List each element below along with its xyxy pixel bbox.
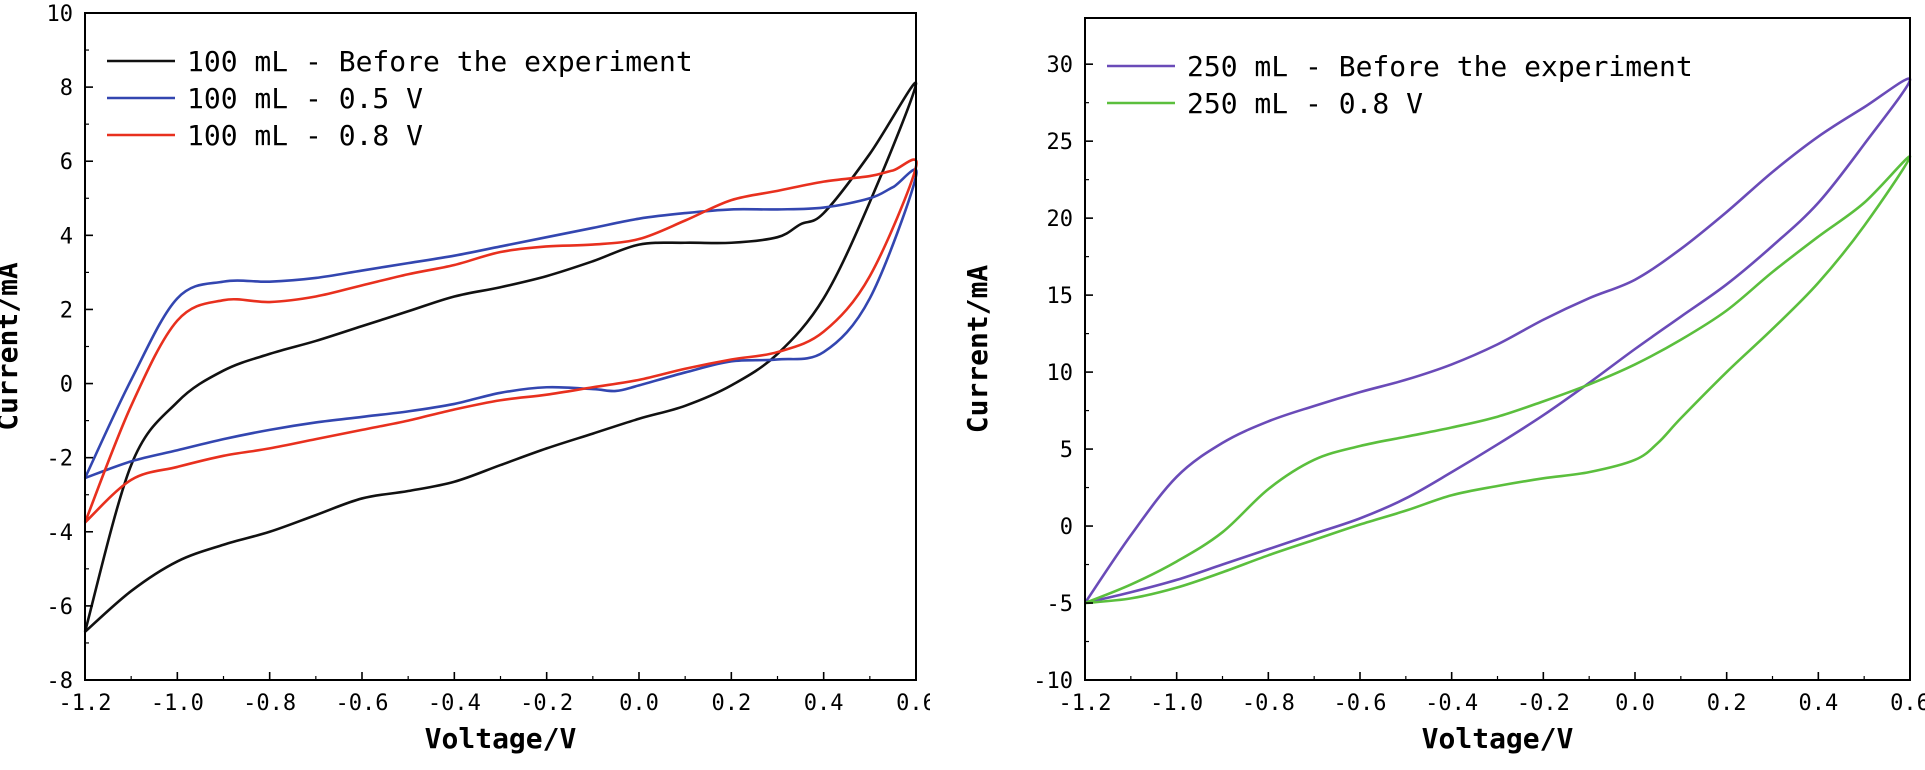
y-tick-label: 2 [60,298,73,323]
x-axis-label: Voltage/V [425,722,577,755]
y-tick-label: 5 [1060,438,1073,463]
x-tick-label: -1.2 [1059,691,1112,716]
x-tick-label: -0.6 [336,691,389,716]
y-tick-label: 0 [1060,515,1073,540]
x-tick-label: -0.2 [1517,691,1570,716]
y-tick-label: 8 [60,76,73,101]
x-tick-label: 0.0 [1615,691,1655,716]
y-tick-label: 0 [60,373,73,398]
legend-label-1: 100 mL - Before the experiment [187,45,693,78]
y-tick-label: -6 [47,595,74,620]
legend-label-1: 250 mL - Before the experiment [1187,50,1693,83]
x-tick-label: 0.4 [1798,691,1838,716]
y-tick-label: 30 [1047,53,1074,78]
x-tick-label: -0.4 [428,691,481,716]
x-tick-label: -0.8 [1242,691,1295,716]
y-axis-label: Current/mA [0,262,24,431]
y-axis-label: Current/mA [961,265,994,434]
x-tick-label: 0.6 [896,691,930,716]
series-line-1 [1083,77,1912,605]
x-tick-label: -1.0 [151,691,204,716]
x-tick-label: -0.6 [1334,691,1387,716]
y-tick-label: -5 [1047,592,1074,617]
legend-label-3: 100 mL - 0.8 V [187,119,423,152]
x-tick-label: 0.4 [804,691,844,716]
y-tick-label: 15 [1047,284,1074,309]
legend-label-2: 250 mL - 0.8 V [1187,87,1423,120]
x-tick-label: -0.8 [243,691,296,716]
chart-right: -1.2 -1.0 -0.8 -0.6 -0.4 -0.2 0.0 0.2 0.4 0.6 -10 -… [961,17,1925,755]
y-tick-label: -4 [47,521,74,546]
y-tick-label: 6 [60,150,73,175]
y-tick-label: -2 [47,447,74,472]
series-line-2 [83,168,918,480]
x-tick-label: -1.2 [59,691,112,716]
y-tick-label: -10 [1033,669,1073,694]
y-tick-label: 4 [60,224,73,249]
y-tick-label: 20 [1047,207,1074,232]
series-line-2 [1084,155,1912,605]
series-line-1 [83,81,918,633]
x-tick-label: 0.0 [619,691,659,716]
legend-label-2: 100 mL - 0.5 V [187,82,423,115]
y-tick-label: 25 [1047,130,1074,155]
x-tick-label: -1.0 [1150,691,1203,716]
x-axis-label: Voltage/V [1422,722,1574,755]
x-tick-label: 0.6 [1890,691,1925,716]
x-tick-label: -0.2 [520,691,573,716]
y-tick-label: 10 [1047,361,1074,386]
y-tick-label: 10 [47,2,74,27]
x-tick-label: 0.2 [1707,691,1747,716]
x-tick-label: -0.4 [1425,691,1478,716]
x-tick-label: 0.2 [711,691,751,716]
chart-left: -1.2 -1.0 -0.8 -0.6 -0.4 -0.2 0.0 0.2 0.4 0.6 -8 -6… [0,2,930,755]
series-line-3 [83,158,918,524]
y-tick-label: -8 [47,669,74,694]
